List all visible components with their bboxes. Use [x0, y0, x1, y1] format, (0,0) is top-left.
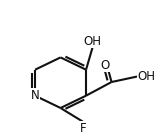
- Text: N: N: [31, 89, 39, 102]
- Text: OH: OH: [137, 70, 155, 83]
- Text: O: O: [100, 59, 110, 72]
- Text: F: F: [80, 122, 86, 135]
- Text: OH: OH: [83, 35, 101, 48]
